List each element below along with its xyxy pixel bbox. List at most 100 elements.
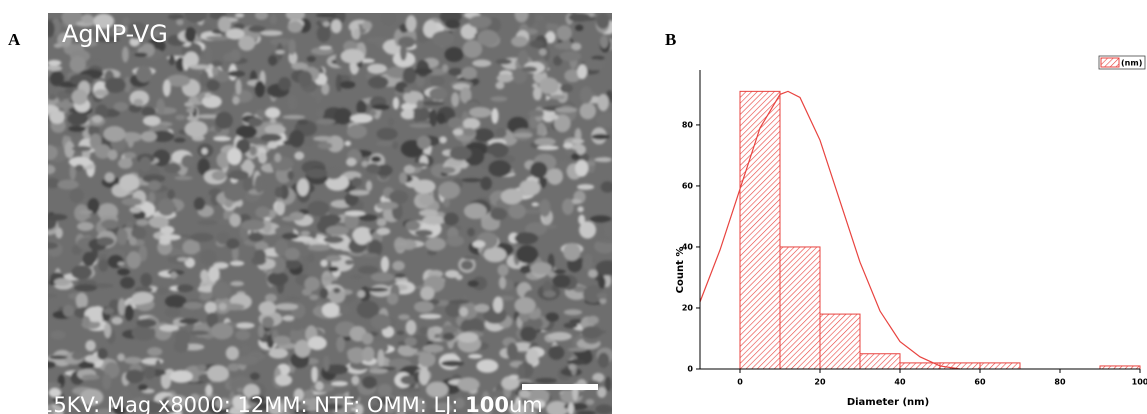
grain bbox=[101, 219, 119, 230]
grain bbox=[446, 235, 465, 247]
grain bbox=[448, 67, 463, 76]
grain bbox=[98, 259, 109, 272]
grain bbox=[365, 180, 373, 192]
grain bbox=[413, 398, 426, 414]
grain bbox=[48, 293, 58, 298]
grain bbox=[328, 287, 346, 304]
grain bbox=[597, 352, 610, 369]
grain bbox=[71, 265, 93, 280]
grain bbox=[277, 399, 294, 404]
panel-label: B bbox=[665, 30, 676, 49]
grain bbox=[302, 255, 309, 274]
grain bbox=[240, 219, 265, 231]
grain bbox=[184, 120, 208, 138]
grain bbox=[462, 40, 483, 59]
grain bbox=[399, 387, 422, 393]
grain bbox=[477, 29, 499, 46]
grain bbox=[48, 387, 62, 398]
grain bbox=[441, 360, 465, 367]
grain bbox=[164, 307, 181, 318]
grain bbox=[164, 294, 187, 308]
grain bbox=[229, 213, 241, 227]
grain bbox=[249, 395, 266, 404]
grain bbox=[217, 16, 232, 32]
grain bbox=[320, 403, 344, 411]
grain bbox=[93, 13, 115, 29]
grain bbox=[196, 114, 220, 119]
grain bbox=[403, 164, 415, 174]
grain bbox=[417, 38, 427, 43]
grain bbox=[68, 156, 92, 167]
grain bbox=[243, 384, 260, 399]
grain bbox=[229, 260, 245, 267]
grain bbox=[48, 404, 55, 414]
grain bbox=[600, 181, 612, 193]
grain bbox=[321, 82, 330, 95]
grain bbox=[330, 19, 342, 34]
grain bbox=[305, 167, 328, 179]
grain bbox=[57, 32, 72, 48]
grain bbox=[460, 260, 474, 271]
grain bbox=[111, 316, 123, 325]
grain bbox=[344, 140, 351, 147]
grain bbox=[350, 274, 364, 280]
grain bbox=[506, 342, 518, 360]
grain bbox=[316, 24, 331, 43]
grain bbox=[287, 405, 295, 414]
grain bbox=[54, 278, 71, 286]
grain bbox=[275, 49, 286, 55]
grain bbox=[281, 232, 299, 240]
grain bbox=[262, 316, 275, 329]
grain bbox=[397, 36, 416, 49]
grain bbox=[121, 197, 142, 206]
grain bbox=[48, 242, 59, 250]
grain bbox=[307, 253, 315, 263]
grain bbox=[225, 28, 245, 40]
grain bbox=[567, 402, 575, 414]
grain bbox=[481, 218, 500, 231]
grain bbox=[368, 239, 383, 257]
grain bbox=[483, 247, 507, 263]
grain bbox=[498, 295, 515, 301]
grain bbox=[74, 164, 84, 172]
grain bbox=[166, 74, 191, 87]
image-caption: 15KV: Mag x8000: 12MM: NTF: OMM: LJ: 100… bbox=[40, 393, 543, 414]
grain bbox=[579, 86, 593, 104]
grain bbox=[573, 285, 587, 293]
grain bbox=[405, 319, 417, 336]
grain bbox=[287, 94, 298, 110]
grain bbox=[242, 177, 253, 192]
grain bbox=[93, 89, 109, 97]
grain bbox=[603, 220, 612, 238]
grain bbox=[564, 69, 581, 83]
grain bbox=[304, 276, 320, 292]
grain bbox=[94, 408, 115, 414]
grain bbox=[596, 13, 610, 29]
y-tick-label: 0 bbox=[687, 365, 693, 374]
grain bbox=[461, 66, 477, 80]
legend: (nm) bbox=[1098, 55, 1146, 70]
grain bbox=[394, 273, 406, 279]
grain bbox=[189, 393, 200, 403]
grain bbox=[480, 176, 492, 191]
grain bbox=[416, 99, 424, 109]
grain bbox=[268, 348, 289, 359]
grain bbox=[96, 36, 120, 43]
grain bbox=[162, 79, 171, 97]
grain bbox=[400, 109, 416, 120]
grain bbox=[232, 96, 240, 105]
grain bbox=[248, 25, 266, 33]
grain bbox=[367, 75, 389, 89]
grain bbox=[193, 197, 206, 211]
grain bbox=[300, 230, 311, 236]
grain bbox=[473, 128, 494, 143]
grain bbox=[48, 360, 56, 369]
grain bbox=[377, 383, 393, 397]
grain bbox=[358, 265, 379, 275]
grain bbox=[118, 157, 133, 169]
grain bbox=[395, 241, 408, 247]
grain bbox=[421, 101, 445, 106]
grain bbox=[470, 405, 493, 414]
grain bbox=[350, 113, 373, 124]
grain bbox=[335, 74, 343, 92]
